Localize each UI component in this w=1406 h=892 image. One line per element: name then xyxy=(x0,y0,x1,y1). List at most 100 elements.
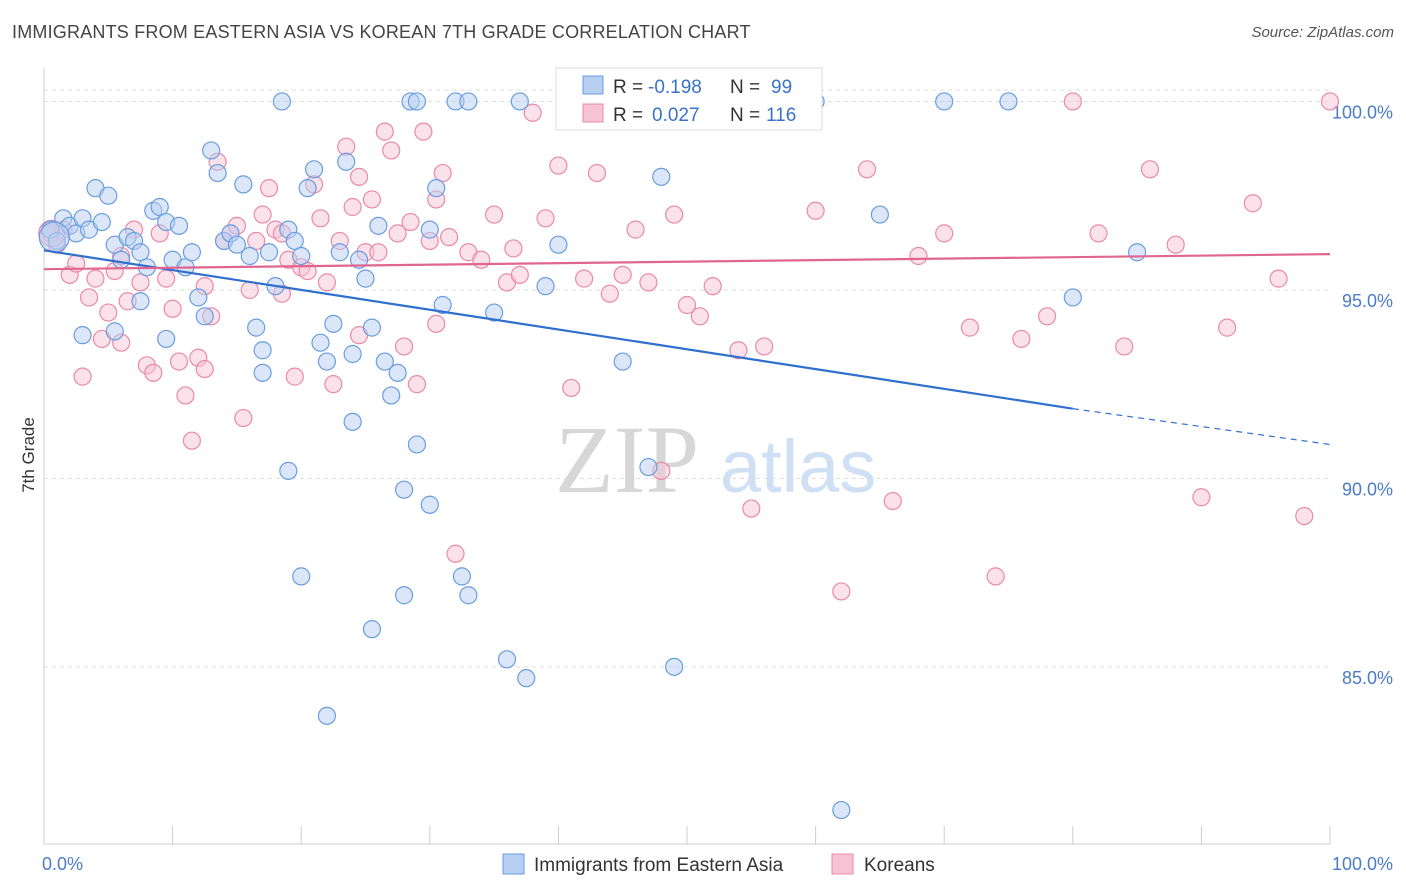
point-koreans xyxy=(446,544,465,563)
stats-n-value-1: 99 xyxy=(771,77,792,98)
point-eastern-asia xyxy=(420,495,439,514)
point-eastern-asia xyxy=(131,243,150,262)
point-eastern-asia xyxy=(182,243,201,262)
point-eastern-asia xyxy=(324,314,343,333)
y-tick-label: 90.0% xyxy=(1342,479,1393,499)
point-eastern-asia xyxy=(272,92,292,111)
x-tick-label-max: 100.0% xyxy=(1332,854,1393,874)
stats-r-label-1: R = xyxy=(613,77,643,98)
point-koreans xyxy=(639,273,658,292)
point-eastern-asia xyxy=(131,292,150,311)
point-koreans xyxy=(857,160,877,179)
point-eastern-asia xyxy=(382,386,401,405)
point-koreans xyxy=(375,122,394,141)
point-koreans xyxy=(665,205,684,224)
point-eastern-asia xyxy=(105,322,124,341)
gridlines xyxy=(44,89,1330,668)
point-koreans xyxy=(1320,92,1340,111)
y-axis-label: 7th Grade xyxy=(19,417,38,493)
point-eastern-asia xyxy=(870,205,890,224)
point-eastern-asia xyxy=(195,307,214,326)
point-koreans xyxy=(382,141,401,160)
point-koreans xyxy=(253,205,272,224)
point-eastern-asia xyxy=(253,341,272,360)
stats-n-value-2: 116 xyxy=(766,105,796,126)
point-koreans xyxy=(337,137,356,156)
point-eastern-asia xyxy=(832,800,851,820)
point-eastern-asia xyxy=(639,457,658,477)
point-koreans xyxy=(523,103,542,122)
point-koreans xyxy=(677,295,697,315)
point-koreans xyxy=(1140,160,1160,179)
point-eastern-asia xyxy=(362,620,382,639)
stats-swatch-blue xyxy=(582,75,604,95)
point-koreans xyxy=(407,375,427,394)
point-koreans xyxy=(626,220,645,239)
point-eastern-asia xyxy=(1063,288,1082,307)
trend-line-eastern-asia xyxy=(43,249,1073,410)
stats-r-label-2: R = xyxy=(613,105,643,126)
point-koreans xyxy=(883,491,902,511)
point-eastern-asia xyxy=(375,352,394,371)
point-eastern-asia xyxy=(234,175,253,194)
watermark-atlas: atlas xyxy=(720,425,876,508)
point-koreans xyxy=(362,190,382,209)
point-koreans xyxy=(1115,337,1134,356)
point-koreans xyxy=(285,367,304,386)
point-eastern-asia xyxy=(240,246,259,266)
point-eastern-asia xyxy=(433,295,452,315)
stats-n-label-1: N = xyxy=(730,77,760,98)
point-eastern-asia xyxy=(459,586,478,605)
point-koreans xyxy=(157,269,176,288)
point-koreans xyxy=(1012,329,1031,349)
point-eastern-asia xyxy=(150,197,169,217)
point-eastern-asia xyxy=(285,231,304,251)
point-eastern-asia xyxy=(652,167,671,186)
point-koreans xyxy=(427,314,446,333)
point-eastern-asia xyxy=(337,152,356,171)
series-koreans-points xyxy=(38,92,1340,601)
legend-swatch-koreans xyxy=(831,853,854,875)
point-koreans xyxy=(349,167,369,186)
point-eastern-asia xyxy=(362,318,382,337)
point-koreans xyxy=(131,273,150,292)
point-eastern-asia xyxy=(407,435,427,454)
point-eastern-asia xyxy=(536,277,555,296)
point-eastern-asia xyxy=(394,480,414,499)
point-eastern-asia xyxy=(92,212,111,232)
point-eastern-asia xyxy=(169,216,189,235)
point-koreans xyxy=(703,277,722,296)
point-eastern-asia xyxy=(227,235,246,254)
point-eastern-asia xyxy=(317,352,337,371)
y-tick-label: 95.0% xyxy=(1342,291,1393,311)
point-koreans xyxy=(195,359,214,379)
point-eastern-asia xyxy=(517,669,536,688)
point-koreans xyxy=(587,163,607,183)
point-eastern-asia xyxy=(279,461,298,480)
point-koreans xyxy=(729,341,748,360)
stats-swatch-pink xyxy=(582,103,604,123)
point-koreans xyxy=(755,337,774,356)
point-eastern-asia xyxy=(292,567,311,586)
series-eastern-asia-points xyxy=(38,92,1147,820)
point-eastern-asia xyxy=(157,329,176,349)
point-eastern-asia xyxy=(189,288,208,307)
point-koreans xyxy=(562,378,581,398)
point-koreans xyxy=(343,197,362,217)
point-eastern-asia xyxy=(510,92,529,111)
point-koreans xyxy=(311,209,330,228)
point-koreans xyxy=(1218,318,1237,337)
point-eastern-asia xyxy=(202,141,221,160)
point-eastern-asia xyxy=(459,92,478,111)
point-koreans xyxy=(324,375,343,394)
point-eastern-asia xyxy=(304,160,324,179)
point-koreans xyxy=(742,499,761,518)
point-eastern-asia xyxy=(394,586,414,605)
legend-label-koreans: Koreans xyxy=(864,855,935,876)
point-koreans xyxy=(182,431,201,450)
point-eastern-asia xyxy=(208,163,227,183)
point-koreans xyxy=(536,209,555,228)
point-koreans xyxy=(1243,194,1262,213)
point-koreans xyxy=(1192,488,1211,507)
